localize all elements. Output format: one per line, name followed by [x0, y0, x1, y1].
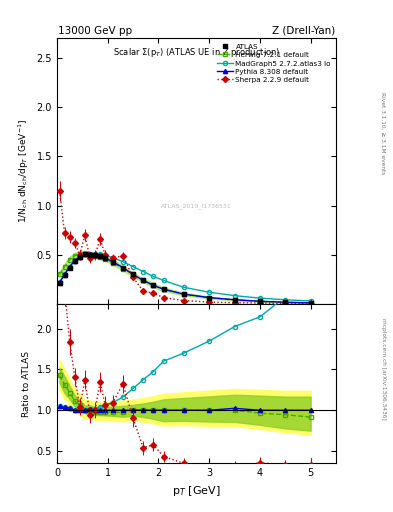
Text: ATLAS_2019_I1736531: ATLAS_2019_I1736531 — [161, 203, 232, 208]
Y-axis label: 1/N$_{\rm ch}$ dN$_{\rm ch}$/dp$_T$ [GeV$^{-1}$]: 1/N$_{\rm ch}$ dN$_{\rm ch}$/dp$_T$ [GeV… — [17, 119, 31, 223]
Text: 13000 GeV pp: 13000 GeV pp — [58, 26, 132, 36]
Text: Scalar $\Sigma$(p$_T$) (ATLAS UE in Z production): Scalar $\Sigma$(p$_T$) (ATLAS UE in Z pr… — [113, 47, 280, 59]
Text: Z (Drell-Yan): Z (Drell-Yan) — [272, 26, 335, 36]
Y-axis label: Ratio to ATLAS: Ratio to ATLAS — [22, 351, 31, 417]
Text: mcplots.cern.ch [arXiv:1306.3436]: mcplots.cern.ch [arXiv:1306.3436] — [381, 318, 386, 419]
X-axis label: p$_T$ [GeV]: p$_T$ [GeV] — [172, 484, 221, 498]
Text: Rivet 3.1.10, ≥ 3.1M events: Rivet 3.1.10, ≥ 3.1M events — [381, 92, 386, 174]
Legend: ATLAS, Herwig 7.2.1 default, MadGraph5 2.7.2.atlas3 lo, Pythia 8.308 default, Sh: ATLAS, Herwig 7.2.1 default, MadGraph5 2… — [215, 42, 332, 84]
